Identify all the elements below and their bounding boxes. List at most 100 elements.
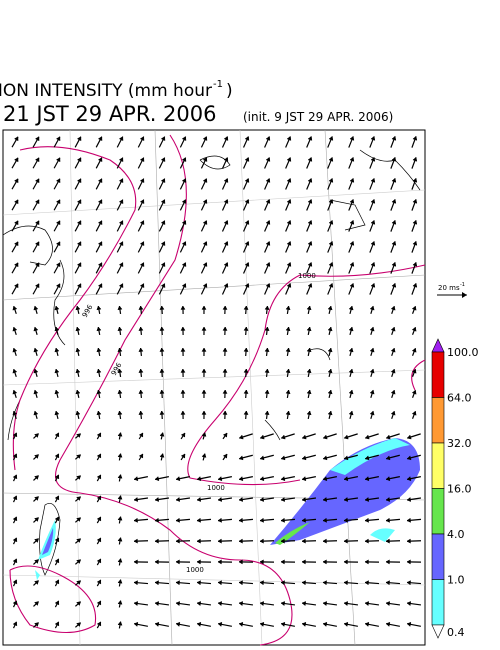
wind-arrow-head xyxy=(306,326,312,332)
title-exponent: -1 xyxy=(213,79,223,90)
wind-arrow-head xyxy=(202,220,208,225)
colorbar-label: 4.0 xyxy=(447,528,465,541)
map-area: 1000 996 996 1000 1000 xyxy=(2,129,426,646)
wind-arrow-head xyxy=(385,559,390,565)
precip-area xyxy=(270,438,420,545)
wind-arrow-head xyxy=(154,476,160,482)
wind-arrow-head xyxy=(54,347,60,353)
wind-arrow-head xyxy=(159,368,165,373)
wind-arrow-head xyxy=(97,157,103,163)
wind-arrow-head xyxy=(117,600,123,605)
wind-arrow-head xyxy=(301,517,306,523)
wind-arrow-head xyxy=(306,305,312,311)
wind-arrow-head xyxy=(222,389,228,394)
wind-arrow-head xyxy=(76,283,82,289)
wind-arrow-head xyxy=(34,496,39,501)
wind-arrow-head xyxy=(138,410,144,415)
wind-arrow-head xyxy=(264,347,270,352)
wind-arrow-head xyxy=(370,177,376,183)
isobar-label: 1000 xyxy=(298,272,316,280)
wind-arrow-head xyxy=(343,538,348,544)
wind-arrow-head xyxy=(97,199,103,205)
wind-arrow-head xyxy=(34,517,39,522)
wind-arrow-head xyxy=(202,241,208,246)
wind-arrow-head xyxy=(349,156,355,162)
wind-arrow-head xyxy=(54,516,60,522)
wind-arrow-head xyxy=(12,389,18,395)
wind-arrow-head xyxy=(217,621,223,627)
wind-arrow-head xyxy=(244,199,250,204)
wind-arrow-head xyxy=(33,347,39,353)
wind-arrow-head xyxy=(159,326,165,331)
wind-arrow-head xyxy=(364,476,370,482)
isobar-label: 1000 xyxy=(207,484,225,492)
colorbar-segment xyxy=(431,351,445,398)
wind-arrow-head xyxy=(322,580,327,586)
wind-arrow-head xyxy=(201,410,207,415)
wind-arrow-head xyxy=(222,410,228,415)
isobars xyxy=(9,134,426,646)
wind-arrow-head xyxy=(76,454,81,459)
wind-arrow-head xyxy=(364,601,370,607)
wind-arrow-head xyxy=(307,262,313,267)
wind-arrow-head xyxy=(159,305,165,310)
wind-arrow-head xyxy=(54,558,60,564)
wind-arrow-head xyxy=(138,453,144,459)
wind-field xyxy=(11,135,422,629)
wind-arrow-head xyxy=(265,283,271,288)
wind-arrow-head xyxy=(12,347,18,353)
wind-arrow-head xyxy=(223,283,229,288)
wind-arrow-head xyxy=(118,220,124,226)
wind-arrow-head xyxy=(217,496,223,502)
wind-arrow-head xyxy=(76,136,82,142)
wind-arrow-head xyxy=(285,368,291,374)
wind-arrow-head xyxy=(76,262,82,268)
wind-arrow-head xyxy=(76,517,81,522)
wind-arrow-head xyxy=(280,601,286,607)
wind-arrow-head xyxy=(117,621,123,626)
wind-arrow-head xyxy=(385,455,391,461)
wind-arrow-head xyxy=(390,305,396,311)
wind-arrow-head xyxy=(196,538,201,544)
title: PRECIPITATION INTENSITY (mm hour xyxy=(0,81,212,101)
wind-arrow-head xyxy=(133,496,139,502)
wind-arrow-head xyxy=(118,157,124,163)
wind-arrow-head xyxy=(385,434,391,440)
wind-arrow-head xyxy=(12,516,18,522)
wind-arrow-head xyxy=(202,262,208,267)
wind-arrow-head xyxy=(264,326,270,331)
wind-arrow-head xyxy=(364,455,370,461)
wind-arrow-head xyxy=(280,621,286,627)
wind-arrow-head xyxy=(244,220,250,225)
wind-arrow-head xyxy=(286,241,292,246)
wind-arrow-head xyxy=(201,453,207,458)
wind-arrow-head xyxy=(411,305,417,311)
wind-arrow-head xyxy=(349,282,355,288)
wind-arrow-head xyxy=(406,496,412,502)
wind-arrow-head xyxy=(412,240,418,246)
wind-arrow-head xyxy=(54,474,60,480)
wind-arrow-head xyxy=(223,178,229,183)
wind-arrow-head xyxy=(34,199,40,205)
wind-arrow-head xyxy=(54,495,60,501)
wind-arrow-head xyxy=(160,157,166,163)
wind-arrow-head xyxy=(76,475,81,480)
wind-arrow-head xyxy=(343,601,349,607)
wind-arrow-head xyxy=(133,476,139,482)
wind-arrow-head xyxy=(13,283,19,289)
wind-arrow-head xyxy=(201,347,207,352)
wind-arrow-head xyxy=(364,496,370,502)
wind-arrow-head xyxy=(343,496,349,502)
wind-arrow-head xyxy=(259,476,265,482)
wind-arrow-head xyxy=(259,601,265,607)
wind-arrow-head xyxy=(370,135,376,141)
wind-arrow-head xyxy=(12,558,18,564)
wind-arrow-head xyxy=(159,347,165,352)
wind-arrow-head xyxy=(12,410,18,416)
wind-arrow-head xyxy=(259,517,264,523)
wind-arrow-head xyxy=(12,326,18,332)
wind-arrow-head xyxy=(180,326,186,331)
wind-arrow-head xyxy=(322,538,327,544)
wind-arrow-head xyxy=(181,220,187,225)
